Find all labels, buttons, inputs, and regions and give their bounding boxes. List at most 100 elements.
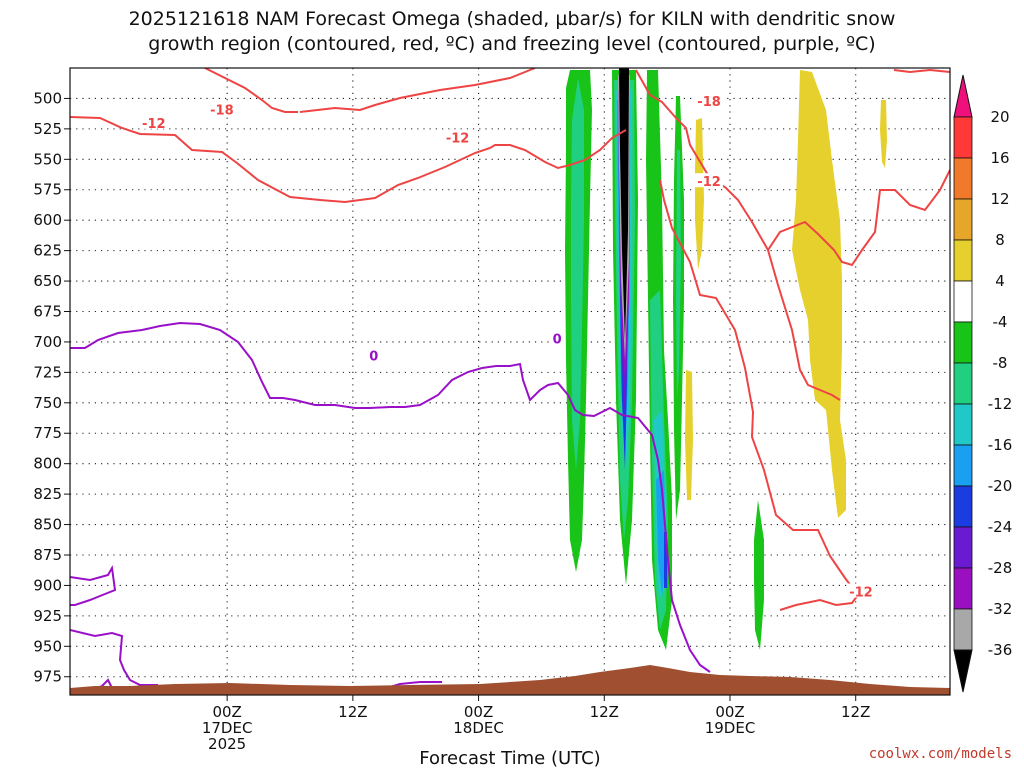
colorbar: 20 16 12 8 4 -4 -8 -12 -16 -20 -24 -28 -32 -36	[953, 74, 1013, 693]
colorbar-segment	[953, 280, 973, 323]
chart-title-line1: 2025121618 NAM Forecast Omega (shaded, µ…	[129, 8, 896, 30]
x-tick-label: 12Z	[841, 703, 870, 721]
dgz-contour-minus12-upper-right	[893, 68, 950, 74]
y-tick-label: 775	[33, 424, 62, 442]
contour-label-bg	[551, 330, 564, 345]
dgz-contour-label: -12	[697, 175, 721, 190]
x-tick-label: 00Z	[212, 703, 241, 721]
dgz-contour-minus12-dip	[767, 249, 841, 401]
y-tick-label: 975	[33, 668, 62, 686]
omega-mint-band-4	[676, 150, 681, 400]
colorbar-segment	[953, 608, 973, 651]
plot-frame	[69, 67, 951, 696]
colorbar-label: 4	[995, 272, 1005, 290]
omega-yellow-tall	[792, 70, 846, 518]
colorbar-label: 20	[990, 108, 1009, 126]
colorbar-segment	[953, 239, 973, 282]
y-tick-label: 700	[33, 333, 62, 351]
colorbar-segment	[953, 116, 973, 159]
chart-title-line2: growth region (contoured, red, ºC) and f…	[148, 33, 875, 55]
colorbar-label: -4	[993, 313, 1008, 331]
y-tick-label: 750	[33, 394, 62, 412]
y-tick-label: 675	[33, 302, 62, 320]
y-axis: 500 525 550 575 600 625 650 675 700 725 750 775 800 8…	[33, 89, 70, 686]
omega-shading	[565, 68, 887, 650]
contour-label-bg	[139, 114, 168, 129]
colorbar-segment	[953, 403, 973, 446]
contour-label-bg	[695, 173, 724, 188]
y-tick-label: 575	[33, 181, 62, 199]
y-tick-label: 875	[33, 546, 62, 564]
colorbar-label: 16	[990, 149, 1009, 167]
dgz-contour-label: -12	[142, 117, 166, 132]
colorbar-label: 12	[990, 190, 1009, 208]
freezing-contours	[70, 321, 711, 691]
contour-label-bg	[443, 129, 472, 144]
y-tick-label: 800	[33, 455, 62, 473]
x-tick-label: 12Z	[590, 703, 619, 721]
dgz-contour-minus12-right	[635, 69, 950, 267]
terrain-surface	[70, 665, 950, 695]
x-tick-label: 18DEC	[453, 719, 504, 737]
contour-label-bg	[846, 583, 875, 598]
omega-green-band-5	[754, 500, 764, 650]
omega-black-core	[619, 68, 629, 340]
dgz-contour-label: -12	[849, 586, 873, 601]
colorbar-segment	[953, 321, 973, 364]
dgz-contour-minus12-main	[70, 116, 627, 204]
freezing-contour-sfc-2	[70, 629, 158, 686]
colorbar-label: -32	[988, 600, 1013, 618]
y-tick-label: 825	[33, 485, 62, 503]
dgz-contour-label: -12	[446, 131, 470, 146]
x-axis-label: Forecast Time (UTC)	[419, 748, 600, 768]
freezing-contour-label: 0	[369, 349, 378, 364]
contour-label-bg	[367, 347, 380, 362]
credit-text: coolwx.com/models	[869, 746, 1012, 762]
colorbar-label: -20	[988, 477, 1013, 495]
colorbar-bottom-triangle	[953, 649, 973, 693]
x-tick-label: 19DEC	[705, 719, 756, 737]
y-tick-label: 525	[33, 120, 62, 138]
dgz-contour-minus18-left	[204, 68, 298, 113]
colorbar-segment	[953, 526, 973, 569]
omega-mint-band-1	[571, 78, 584, 470]
colorbar-label: -36	[988, 641, 1013, 659]
x-tick-label: 12Z	[338, 703, 367, 721]
colorbar-segment	[953, 567, 973, 610]
y-tick-label: 625	[33, 242, 62, 260]
contour-labels: -18 -12 -12 -18 -12 -12 0 0	[139, 92, 875, 601]
colorbar-segment	[953, 485, 973, 528]
y-tick-label: 925	[33, 607, 62, 625]
y-tick-label: 500	[33, 89, 62, 107]
colorbar-segment	[953, 444, 973, 487]
dgz-contour-label: -18	[210, 103, 234, 118]
freezing-contour-label: 0	[553, 332, 562, 347]
x-tick-label: 00Z	[464, 703, 493, 721]
freezing-contour-sfc-1	[70, 564, 117, 606]
colorbar-label: -12	[988, 395, 1013, 413]
colorbar-label: -28	[988, 559, 1013, 577]
y-tick-label: 900	[33, 576, 62, 594]
contour-label-bg	[695, 92, 724, 107]
colorbar-label: -8	[993, 354, 1008, 372]
dgz-contours	[70, 68, 950, 611]
colorbar-segment	[953, 157, 973, 200]
y-tick-label: 600	[33, 211, 62, 229]
x-tick-label: 2025	[208, 735, 246, 753]
colorbar-segment	[953, 198, 973, 241]
colorbar-label: -16	[988, 436, 1013, 454]
y-tick-label: 650	[33, 272, 62, 290]
colorbar-label: 8	[995, 231, 1005, 249]
y-tick-label: 850	[33, 516, 62, 534]
y-tick-label: 950	[33, 637, 62, 655]
colorbar-segment	[953, 362, 973, 405]
omega-yellow-small-2	[685, 370, 693, 500]
x-tick-label: 00Z	[715, 703, 744, 721]
contour-label-bg	[207, 101, 236, 116]
y-tick-label: 550	[33, 150, 62, 168]
dgz-contour-minus12-lower	[659, 179, 860, 611]
colorbar-label: -24	[988, 518, 1013, 536]
dgz-contour-label: -18	[697, 95, 721, 110]
